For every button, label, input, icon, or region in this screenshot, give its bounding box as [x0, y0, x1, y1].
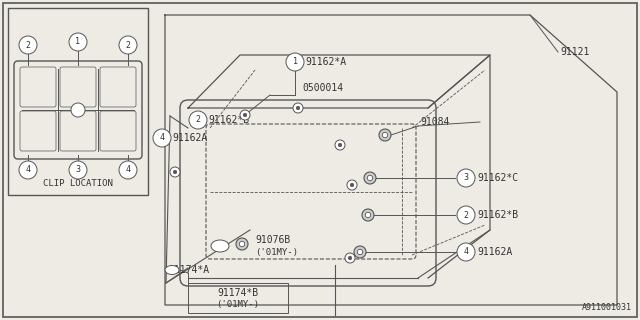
Text: 2: 2 [195, 116, 200, 124]
Circle shape [19, 36, 37, 54]
Circle shape [240, 110, 250, 120]
Circle shape [189, 111, 207, 129]
Circle shape [119, 36, 137, 54]
Circle shape [457, 243, 475, 261]
Circle shape [71, 103, 85, 117]
Circle shape [339, 143, 342, 147]
Text: 2: 2 [26, 41, 31, 50]
Ellipse shape [211, 240, 229, 252]
Circle shape [296, 106, 300, 110]
Circle shape [243, 113, 247, 117]
Circle shape [365, 212, 371, 218]
Circle shape [173, 170, 177, 174]
Circle shape [293, 103, 303, 113]
Circle shape [457, 169, 475, 187]
Text: 3: 3 [463, 173, 468, 182]
Text: 91162*B: 91162*B [477, 210, 518, 220]
Text: 4: 4 [125, 165, 131, 174]
Circle shape [153, 129, 171, 147]
Circle shape [379, 129, 391, 141]
Circle shape [367, 175, 372, 181]
Circle shape [382, 132, 388, 138]
Circle shape [457, 206, 475, 224]
Text: 1: 1 [292, 58, 298, 67]
Text: 4: 4 [463, 247, 468, 257]
Circle shape [119, 161, 137, 179]
Circle shape [335, 140, 345, 150]
Circle shape [350, 183, 354, 187]
Bar [188, 283, 288, 313]
Text: 91174*A: 91174*A [168, 265, 209, 275]
Circle shape [364, 172, 376, 184]
Text: ('01MY-): ('01MY-) [255, 247, 298, 257]
Circle shape [239, 241, 244, 247]
Ellipse shape [165, 266, 179, 275]
Text: 3: 3 [76, 165, 81, 174]
Circle shape [357, 249, 363, 255]
Text: 91162A: 91162A [477, 247, 512, 257]
Text: 91174*B: 91174*B [218, 288, 259, 298]
Circle shape [354, 246, 366, 258]
Text: A911001031: A911001031 [582, 303, 632, 312]
Bar [8, 8, 148, 195]
Text: 2: 2 [463, 211, 468, 220]
Circle shape [348, 256, 352, 260]
Circle shape [19, 161, 37, 179]
Text: 91162*B: 91162*B [208, 115, 249, 125]
Text: 91084: 91084 [420, 117, 449, 127]
Text: 2: 2 [125, 41, 131, 50]
Circle shape [347, 180, 357, 190]
Circle shape [345, 253, 355, 263]
Text: 91162*C: 91162*C [477, 173, 518, 183]
Circle shape [362, 209, 374, 221]
Text: CLIP LOCATION: CLIP LOCATION [43, 179, 113, 188]
Text: 1: 1 [76, 37, 81, 46]
Circle shape [69, 161, 87, 179]
Text: 91162A: 91162A [172, 133, 207, 143]
Text: ('01MY-): ('01MY-) [216, 300, 259, 309]
Circle shape [69, 33, 87, 51]
Circle shape [286, 53, 304, 71]
Text: 4: 4 [26, 165, 31, 174]
Text: 91121: 91121 [560, 47, 589, 57]
Circle shape [170, 167, 180, 177]
Circle shape [236, 238, 248, 250]
Text: 91076B: 91076B [255, 235, 291, 245]
Text: 91162*A: 91162*A [305, 57, 346, 67]
Text: 0500014: 0500014 [302, 83, 343, 93]
Text: 4: 4 [159, 133, 164, 142]
